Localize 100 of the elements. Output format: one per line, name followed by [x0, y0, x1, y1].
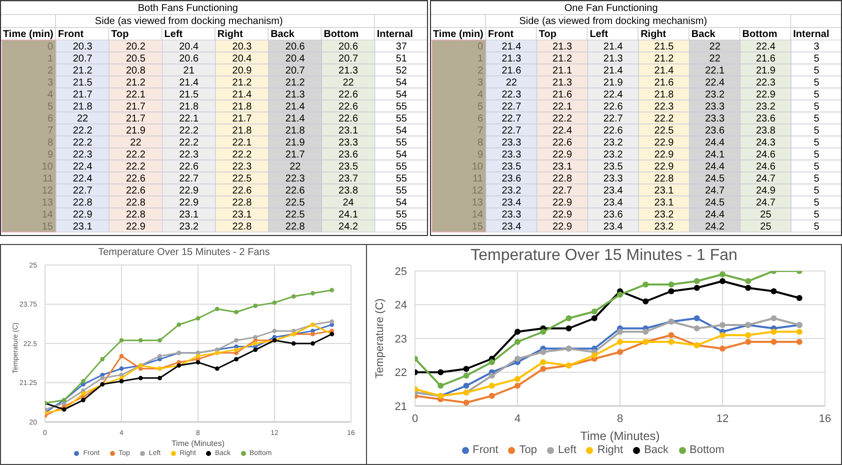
point — [291, 341, 296, 346]
point — [668, 282, 674, 288]
point — [720, 322, 726, 328]
data-label: 23.1 — [232, 210, 252, 220]
data-label: 23.6 — [756, 114, 776, 124]
data-label: 22.6 — [552, 138, 572, 148]
data-label: 22.6 — [285, 186, 306, 196]
point — [617, 328, 623, 335]
data-label: 21.7 — [126, 114, 146, 124]
y-tick-label: 15 — [42, 222, 54, 232]
point — [330, 319, 334, 324]
data-label: 24.3 — [756, 138, 776, 148]
x-tick-label: Internal — [376, 29, 414, 40]
data-label: 21.4 — [603, 66, 624, 76]
data-label: 54 — [396, 78, 408, 88]
point — [720, 346, 726, 352]
point — [100, 376, 105, 380]
x-tick-label: Top — [111, 29, 129, 40]
point — [591, 315, 598, 322]
data-label: 22.8 — [232, 222, 252, 232]
data-label: 22.3 — [72, 150, 93, 160]
point — [330, 288, 334, 292]
data-label: 22.8 — [126, 198, 146, 208]
data-label: 22.6 — [126, 186, 146, 196]
point — [770, 338, 777, 345]
point — [176, 322, 182, 327]
point — [196, 354, 200, 358]
point — [745, 284, 752, 291]
x-tick-label: Right — [640, 29, 667, 40]
data-label: 22.1 — [126, 90, 146, 100]
data-label: 21.9 — [285, 138, 306, 148]
y-tick-label: 7 — [47, 126, 54, 136]
data-label: 22.4 — [552, 126, 572, 136]
data-label: 5 — [814, 186, 820, 196]
point — [81, 398, 86, 402]
data-label: 22.7 — [552, 186, 572, 196]
data-label: 22.4 — [603, 90, 624, 100]
point — [566, 325, 572, 332]
data-label: 20.8 — [126, 66, 146, 76]
data-label: 21.5 — [72, 78, 93, 88]
legend-label: Right — [597, 444, 624, 456]
data-label: 55 — [396, 138, 408, 148]
data-label: 22.2 — [552, 114, 572, 124]
data-label: 23.2 — [179, 222, 200, 232]
point — [310, 341, 315, 346]
point — [488, 382, 495, 389]
y-tick-label: 25 — [394, 266, 407, 278]
y-tick-label: 8 — [47, 138, 54, 148]
data-label: 22.9 — [552, 222, 572, 232]
data-label: 22.7 — [72, 186, 93, 196]
point — [291, 294, 296, 299]
point — [158, 338, 162, 343]
data-label: 21.6 — [756, 54, 776, 64]
data-label: 5 — [814, 222, 820, 232]
data-label: 23.5 — [502, 162, 522, 172]
y-tick-label: 9 — [477, 150, 484, 160]
data-label: 22.6 — [338, 114, 358, 124]
point — [138, 376, 143, 380]
x-tick-label: Bottom — [742, 29, 778, 40]
data-label: 24.4 — [705, 210, 726, 220]
data-label: 21.9 — [126, 126, 146, 136]
point — [745, 338, 752, 345]
point — [540, 349, 546, 355]
y-tick-label: 13 — [472, 198, 484, 208]
data-label: 22.2 — [232, 150, 252, 160]
point — [694, 325, 700, 332]
data-label: 20.3 — [232, 42, 252, 52]
data-label: 22.1 — [179, 114, 200, 124]
data-label: 21.8 — [179, 102, 200, 112]
data-label: 22.5 — [285, 198, 306, 208]
data-label: 21.4 — [603, 42, 624, 52]
data-label: 23.6 — [338, 150, 358, 160]
y-tick-label: 10 — [472, 162, 484, 172]
point — [253, 304, 258, 308]
data-label: 54 — [396, 90, 408, 100]
x-tick-label: Front — [488, 29, 514, 40]
data-label: 54 — [396, 126, 408, 136]
data-label: 23.2 — [654, 210, 674, 220]
data-label: 21.7 — [126, 102, 146, 112]
y-tick-label: 9 — [47, 150, 54, 160]
data-label: 21 — [183, 66, 195, 76]
y-tick-label: 4 — [477, 90, 484, 100]
point — [745, 278, 752, 284]
point — [720, 271, 726, 278]
data-label: 21.9 — [603, 78, 624, 88]
point — [253, 341, 258, 346]
data-label: 21.5 — [179, 90, 200, 100]
data-label: 20.3 — [72, 42, 93, 52]
data-label: 22.8 — [285, 222, 306, 232]
data-label: 5 — [814, 198, 820, 208]
data-label: 23.5 — [603, 162, 624, 172]
x-tick-label: Bottom — [324, 29, 359, 40]
y-tick-label: 4 — [47, 90, 54, 100]
data-label: 24.4 — [705, 138, 726, 148]
data-label: 20.6 — [285, 42, 306, 52]
y-tick-label: 6 — [477, 114, 484, 124]
data-label: 22.9 — [756, 90, 776, 100]
data-label: 55 — [396, 102, 408, 112]
data-label: 23.2 — [502, 186, 522, 196]
data-label: 5 — [814, 102, 820, 112]
